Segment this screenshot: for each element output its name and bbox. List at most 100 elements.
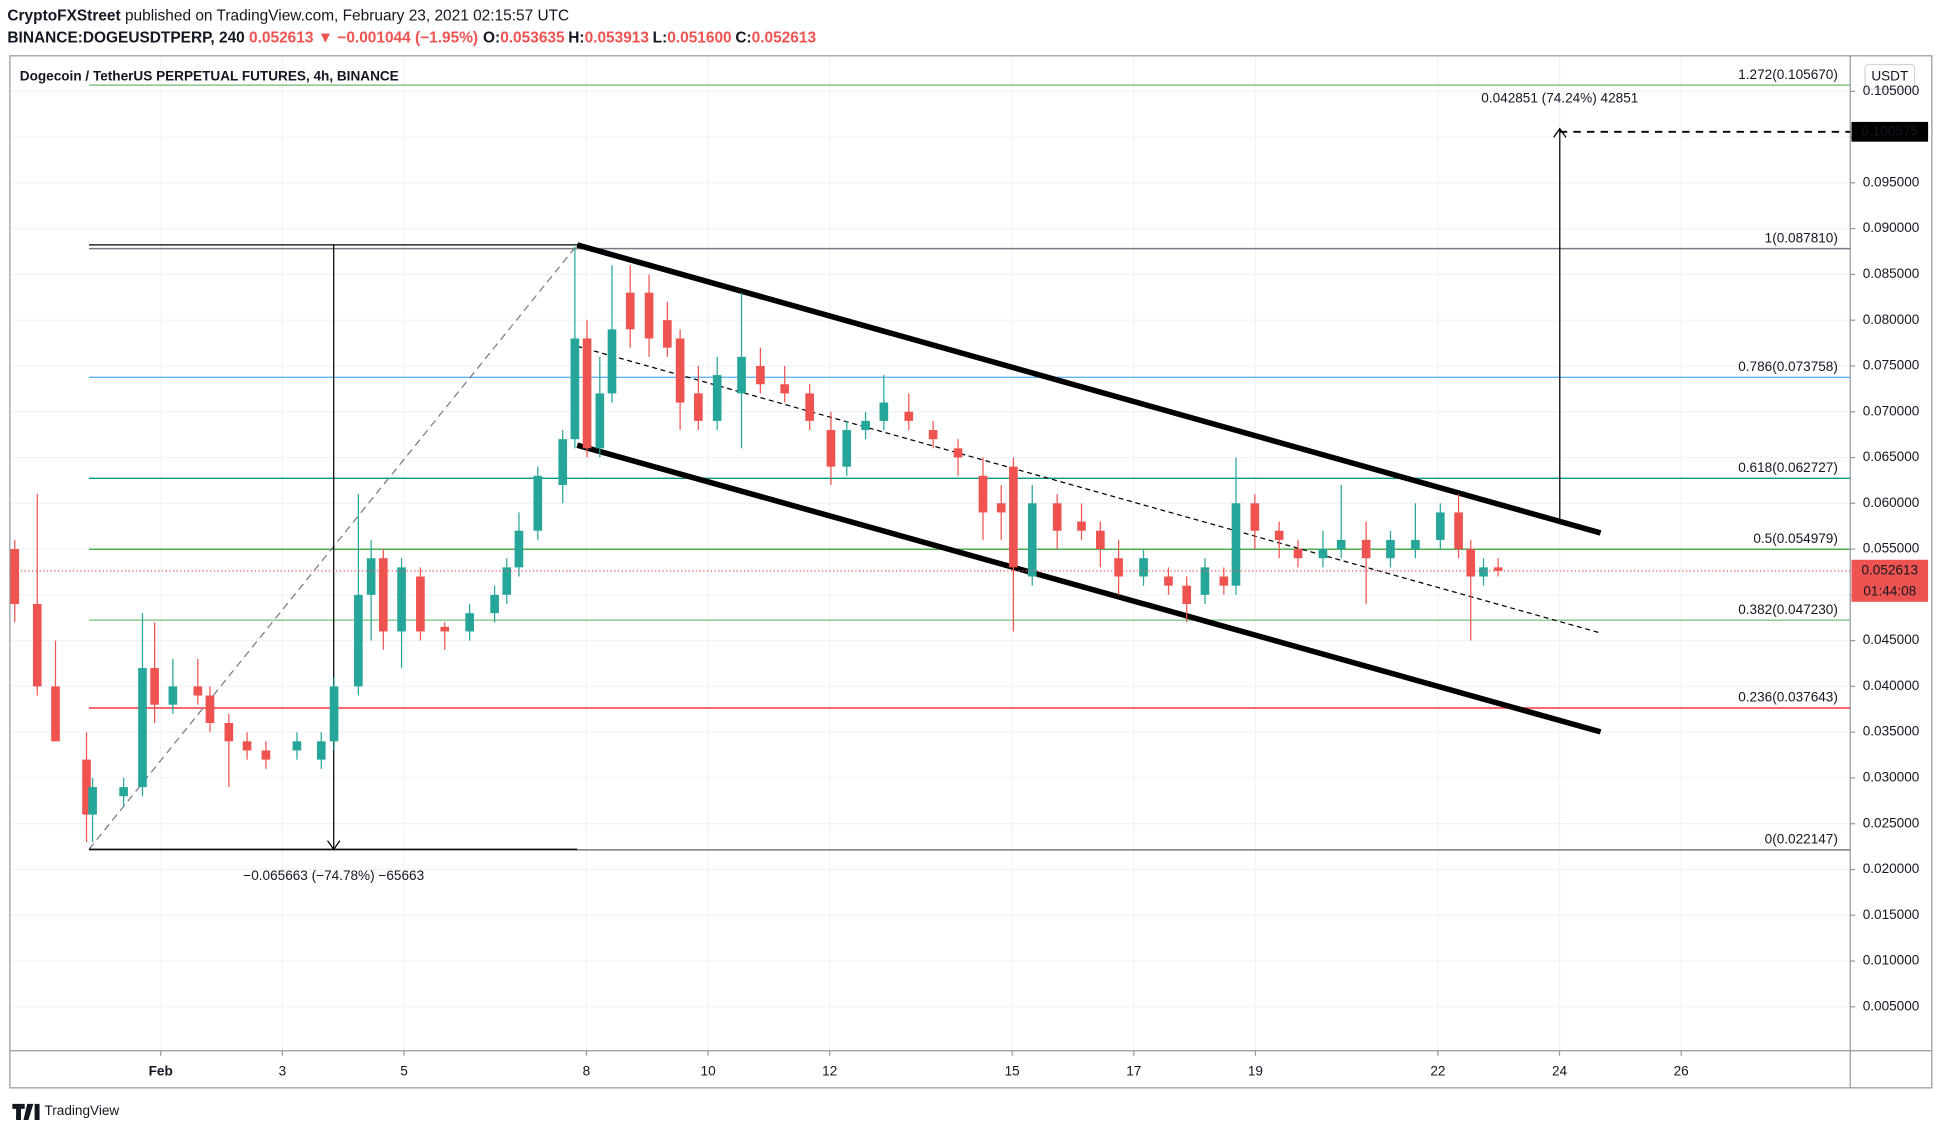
candle-body bbox=[366, 558, 376, 595]
candle-body bbox=[1336, 539, 1346, 550]
candle-body bbox=[1139, 558, 1148, 577]
author: CryptoFXStreet bbox=[7, 7, 120, 24]
countdown: 01:44:08 bbox=[1863, 584, 1916, 599]
candle-body bbox=[607, 329, 617, 394]
y-tick-label: 0.075000 bbox=[1863, 358, 1920, 373]
y-tick-label: 0.060000 bbox=[1863, 495, 1920, 510]
candle-body bbox=[861, 420, 870, 431]
candle-body bbox=[780, 384, 790, 394]
candle-body bbox=[1077, 521, 1086, 531]
candle-body bbox=[737, 356, 746, 394]
drawings: −0.065663 (−74.78%) −65663 0.042851 (74.… bbox=[88, 91, 1638, 883]
y-tick-label: 0.055000 bbox=[1863, 541, 1920, 556]
candle-body bbox=[1250, 503, 1260, 531]
currency-box bbox=[1864, 63, 1916, 90]
y-tick-label: 0.025000 bbox=[1863, 815, 1920, 830]
x-tick-label: 19 bbox=[1248, 1063, 1263, 1078]
channel-mid bbox=[577, 345, 1601, 634]
ohlc-key: O: bbox=[483, 30, 500, 47]
fib-label: 0.618(0.062727) bbox=[1738, 460, 1838, 475]
candle-body bbox=[1386, 539, 1395, 559]
y-tick-label: 0.045000 bbox=[1863, 632, 1920, 647]
frame bbox=[9, 55, 1933, 1089]
y-tick-label: 0.105000 bbox=[1863, 83, 1920, 98]
x-tick-label: 3 bbox=[279, 1063, 287, 1078]
candle-body bbox=[378, 558, 388, 632]
candle-body bbox=[904, 411, 914, 421]
candle-body bbox=[826, 430, 836, 467]
candle-body bbox=[756, 365, 765, 385]
candle-body bbox=[261, 750, 271, 760]
candle-body bbox=[805, 393, 814, 421]
candle-body bbox=[119, 787, 128, 797]
candle-body bbox=[978, 475, 988, 513]
x-tick-label: 5 bbox=[400, 1063, 408, 1078]
candle-body bbox=[354, 594, 363, 687]
x-tick-label: 17 bbox=[1126, 1063, 1141, 1078]
candle-body bbox=[570, 338, 580, 440]
candle-body bbox=[1219, 576, 1229, 586]
y-tick-label: 0.070000 bbox=[1863, 403, 1920, 418]
candle-body bbox=[465, 613, 474, 632]
candle-body bbox=[1293, 549, 1303, 559]
candle-body bbox=[1027, 503, 1037, 577]
candle-body bbox=[558, 439, 568, 485]
y-tick-label: 0.065000 bbox=[1863, 449, 1920, 464]
y-tick-label: 0.040000 bbox=[1863, 678, 1920, 693]
channel-lower bbox=[576, 442, 1602, 735]
x-tick-label: 22 bbox=[1430, 1063, 1445, 1078]
ohlc-value: 0.053913 bbox=[585, 30, 650, 47]
target-label: 0.100575 bbox=[1861, 123, 1918, 138]
candle-body bbox=[663, 320, 672, 348]
fib-label: 1.272(0.105670) bbox=[1738, 67, 1838, 82]
y-tick-label: 0.005000 bbox=[1863, 998, 1920, 1013]
candle-body bbox=[490, 594, 499, 614]
candle-body bbox=[1436, 512, 1445, 540]
ohlc-key: L: bbox=[653, 30, 668, 47]
y-tick-label: 0.035000 bbox=[1863, 724, 1920, 739]
candle-body bbox=[1200, 567, 1210, 595]
candle-body bbox=[205, 695, 215, 724]
target-measure: 0.042851 (74.24%) 42851 bbox=[1481, 91, 1638, 106]
candle-body bbox=[397, 567, 406, 632]
published: published on TradingView.com, February 2… bbox=[125, 7, 569, 24]
fib-label: 1(0.087810) bbox=[1765, 230, 1838, 245]
fib-label: 0.236(0.037643) bbox=[1738, 690, 1838, 705]
candle-body bbox=[32, 603, 42, 687]
x-tick-label: 24 bbox=[1552, 1063, 1568, 1078]
candle-body bbox=[292, 741, 302, 751]
candle-body bbox=[644, 292, 654, 339]
candle-body bbox=[329, 686, 339, 742]
chart-title: Dogecoin / TetherUS PERPETUAL FUTURES, 4… bbox=[20, 68, 399, 83]
candle-body bbox=[10, 549, 20, 604]
candle-body bbox=[82, 759, 91, 815]
candle-body bbox=[168, 686, 178, 705]
candle-body bbox=[51, 686, 60, 742]
candle-body bbox=[138, 668, 147, 788]
ohlc-value: 0.053635 bbox=[500, 30, 565, 47]
candle-body bbox=[1361, 539, 1371, 559]
y-tick-label: 0.090000 bbox=[1863, 220, 1920, 235]
symbol: BINANCE:DOGEUSDTPERP, 240 bbox=[7, 30, 244, 47]
x-tick-label: 15 bbox=[1005, 1063, 1020, 1078]
candle-body bbox=[694, 393, 703, 421]
candle-body bbox=[224, 723, 234, 742]
candle-body bbox=[514, 530, 524, 568]
candle-body bbox=[712, 375, 722, 421]
candle-body bbox=[1231, 503, 1241, 586]
candle-body bbox=[1096, 530, 1105, 550]
y-tick-label: 0.015000 bbox=[1863, 907, 1920, 922]
y-tick-label: 0.080000 bbox=[1863, 312, 1920, 327]
candle-body bbox=[879, 402, 889, 421]
candle-body bbox=[1318, 549, 1328, 559]
candles bbox=[10, 246, 1503, 843]
candle-body bbox=[1454, 512, 1463, 550]
candle-body bbox=[1274, 530, 1284, 540]
candle-body bbox=[1114, 558, 1123, 577]
fib-retracement: 1.272(0.105670) 1(0.087810) 0.786(0.073758… bbox=[88, 67, 1851, 851]
candle-body bbox=[502, 567, 512, 595]
candle-body bbox=[440, 626, 450, 632]
candle-body bbox=[582, 338, 592, 449]
candle-body bbox=[675, 338, 685, 403]
